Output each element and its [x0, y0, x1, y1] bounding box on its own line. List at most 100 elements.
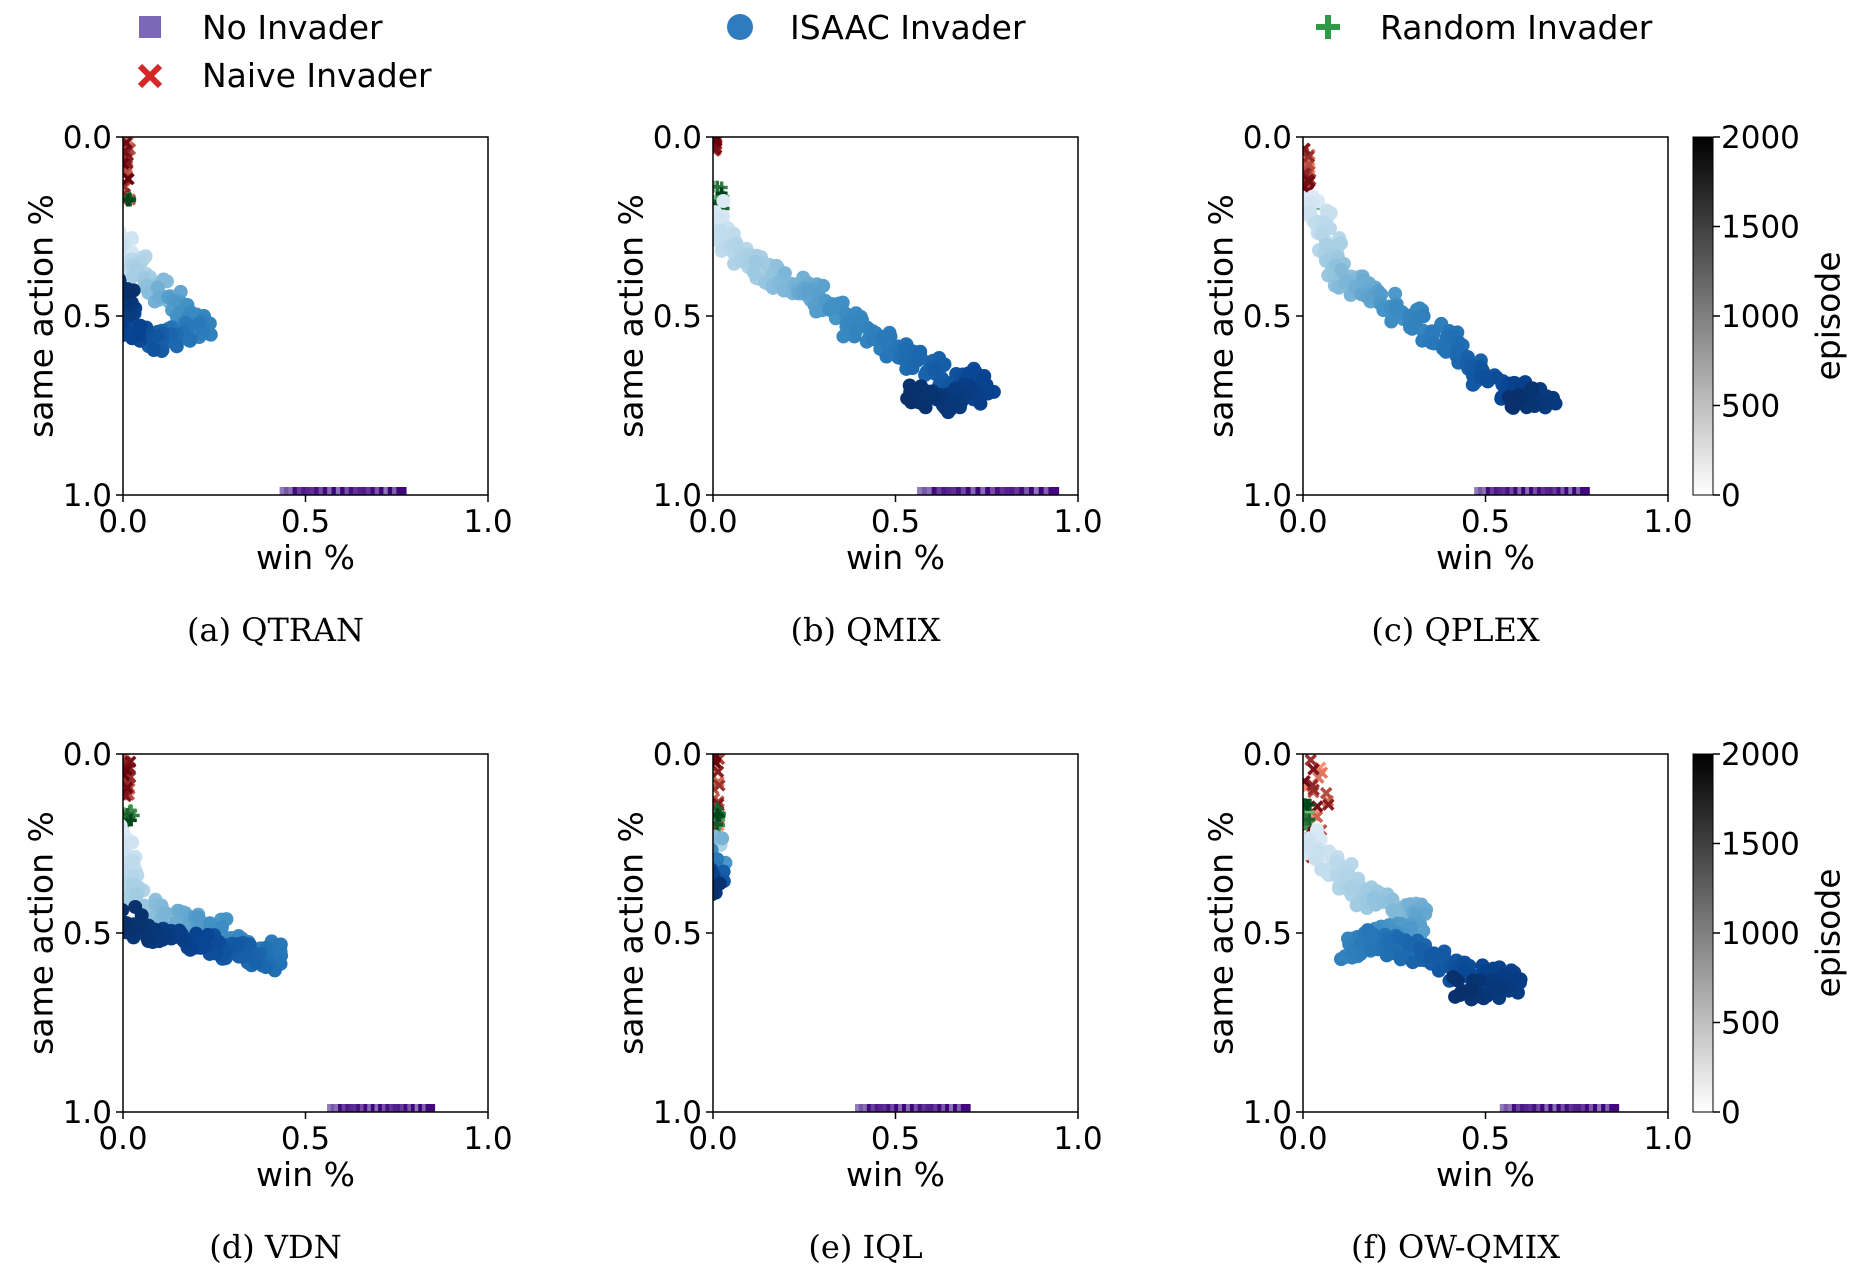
- isaac-invader-point: [777, 266, 792, 281]
- x-tick-label: 0.0: [98, 504, 147, 540]
- isaac-invader-point: [713, 887, 720, 902]
- axes-frame: [712, 136, 1079, 496]
- no-invader-point: [396, 487, 407, 495]
- isaac-invader-point: [1343, 880, 1358, 895]
- isaac-invader-point: [157, 906, 172, 921]
- y-tick-label: 0.0: [1243, 120, 1292, 156]
- y-tick-label: 0.0: [1243, 737, 1292, 773]
- x-axis-label: win %: [256, 538, 355, 577]
- y-tick-label: 0.0: [653, 737, 702, 773]
- legend-item-no-invader: No Invader: [139, 8, 383, 47]
- subplot-f-ow-qmix: 0.0 0.0 0.5 0.5 1.0 1.0 win % same action % (f) …: [1202, 737, 1848, 1266]
- naive-invader-point: [123, 755, 137, 769]
- isaac-invader-point: [713, 860, 714, 865]
- x-axis-label: win %: [846, 538, 945, 577]
- no-invader-point: [960, 1104, 971, 1112]
- subplot-a-qtran: 0.0 0.0 0.5 0.5 1.0 1.0 win % same action % (a) …: [22, 120, 513, 649]
- naive-invader-point: [713, 137, 723, 145]
- colorbar-gradient: [1692, 136, 1714, 496]
- isaac-invader-point: [123, 903, 130, 918]
- x-tick-label: 1.0: [1053, 1121, 1102, 1157]
- subplot-d-vdn: 0.0 0.0 0.5 0.5 1.0 1.0 win % same action % (d) …: [22, 737, 513, 1266]
- no-invader-point: [1048, 487, 1060, 495]
- isaac-invader-point: [848, 324, 863, 339]
- isaac-invader-point: [200, 927, 215, 942]
- legend-item-random-invader: Random Invader: [1316, 8, 1653, 47]
- plot-area: [1303, 142, 1590, 495]
- random-invader-point: [124, 814, 137, 827]
- naive-invader-point: [1303, 175, 1316, 188]
- colorbar-tick-label: 0: [1721, 1095, 1741, 1131]
- isaac-invader-point: [1334, 262, 1349, 277]
- y-tick-label: 0.5: [653, 916, 702, 952]
- isaac-invader-point: [123, 857, 124, 863]
- x-tick-label: 0.0: [688, 1121, 737, 1157]
- naive-invader-point: [123, 768, 131, 782]
- legend-item-naive-invader: Naive Invader: [137, 56, 432, 95]
- subplot-caption: (b) QMIX: [790, 611, 940, 649]
- isaac-invader-point: [713, 225, 728, 240]
- y-axis-label: same action %: [1202, 194, 1241, 438]
- naive-invader-point: [713, 765, 725, 778]
- colorbar-tick-label: 1500: [1721, 210, 1800, 246]
- isaac-invader-point: [1455, 986, 1470, 1001]
- isaac-invader-point: [133, 318, 148, 333]
- isaac-invader-point: [1303, 839, 1305, 848]
- random-invader-point: [713, 810, 726, 823]
- isaac-invader-point: [109, 823, 123, 837]
- isaac-invader-point: [1490, 370, 1505, 385]
- isaac-invader-point: [191, 910, 206, 925]
- isaac-invader-point: [918, 400, 933, 415]
- y-axis-label: same action %: [22, 811, 61, 1055]
- isaac-invader-point: [1385, 892, 1400, 907]
- x-axis-label: win %: [1436, 1155, 1535, 1194]
- isaac-invader-point: [800, 284, 815, 299]
- x-axis-label: win %: [256, 1155, 355, 1194]
- x-tick-label: 1.0: [463, 1121, 512, 1157]
- isaac-invader-point: [123, 296, 136, 311]
- isaac-invader-point: [1318, 237, 1333, 252]
- naive-invader-point: [1307, 763, 1320, 776]
- y-tick-label: 0.5: [1243, 916, 1292, 952]
- y-tick-label: 0.5: [63, 299, 112, 335]
- isaac-invader-point: [1511, 388, 1526, 403]
- y-tick-label: 0.5: [63, 916, 112, 952]
- isaac-invader-point: [713, 865, 717, 878]
- legend-item-isaac-invader: ISAAC Invader: [727, 8, 1026, 47]
- isaac-invader-point: [125, 853, 140, 868]
- naive-invader-point: [123, 145, 131, 158]
- axes-frame: [712, 753, 1079, 1113]
- x-axis-label: win %: [1436, 538, 1535, 577]
- no-invader-point: [425, 1104, 436, 1112]
- isaac-invader-point: [1311, 845, 1326, 860]
- isaac-invader-point: [109, 242, 123, 256]
- isaac-invader-point: [230, 937, 245, 952]
- isaac-invader-point: [169, 339, 184, 354]
- naive-invader-point: [713, 755, 722, 769]
- x-tick-label: 0.5: [281, 1121, 330, 1157]
- isaac-invader-point: [875, 329, 890, 344]
- isaac-invader-point: [713, 876, 727, 891]
- plot-area: [109, 137, 407, 495]
- subplot-b-qmix: 0.0 0.0 0.5 0.5 1.0 1.0 win % same action % (b) …: [612, 120, 1103, 649]
- y-tick-label: 0.0: [63, 737, 112, 773]
- isaac-invader-point: [697, 201, 711, 215]
- isaac-invader-point: [1333, 236, 1348, 251]
- axes-frame: [1302, 136, 1669, 496]
- subplot-caption: (f) OW-QMIX: [1351, 1228, 1560, 1266]
- naive-invader-point: [1303, 166, 1312, 180]
- isaac-invader-point: [1393, 952, 1408, 967]
- y-tick-label: 1.0: [1243, 478, 1292, 514]
- isaac-invader-point: [1363, 942, 1378, 957]
- naive-invader-point: [1319, 786, 1333, 800]
- subplot-c-qplex: 0.0 0.0 0.5 0.5 1.0 1.0 win % same action % (c) …: [1202, 120, 1848, 649]
- y-tick-label: 1.0: [63, 478, 112, 514]
- random-invader-point: [123, 194, 134, 207]
- legend: No Invader ISAAC Invader Random Invader …: [137, 8, 1653, 95]
- naive-invader-point: [123, 137, 133, 150]
- colorbar-tick-label: 1500: [1721, 827, 1800, 863]
- legend-label: ISAAC Invader: [790, 8, 1026, 47]
- legend-circle-icon: [727, 14, 753, 40]
- isaac-invader-point: [1356, 273, 1371, 288]
- isaac-invader-point: [1525, 381, 1540, 396]
